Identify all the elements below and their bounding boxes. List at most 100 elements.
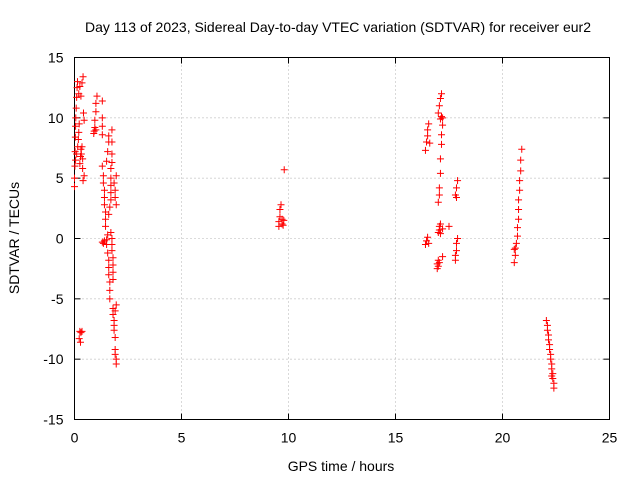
data-point-plus-marker <box>76 160 84 168</box>
data-point-plus-marker <box>80 116 88 124</box>
data-point-plus-marker <box>425 239 433 247</box>
data-point-plus-marker <box>77 92 85 100</box>
data-point-plus-marker <box>74 136 82 144</box>
data-point-plus-marker <box>515 206 523 214</box>
data-point-plus-marker <box>454 235 462 242</box>
data-point-plus-marker <box>98 238 106 246</box>
data-point-plus-marker <box>279 221 287 229</box>
data-point-plus-marker <box>515 215 523 223</box>
chart-title: Day 113 of 2023, Sidereal Day-to-day VTE… <box>85 19 591 35</box>
data-point-plus-marker <box>278 215 286 223</box>
data-point-plus-marker <box>513 224 521 232</box>
data-point-plus-marker <box>112 172 120 180</box>
data-point-plus-marker <box>79 73 87 81</box>
x-tick-label: 20 <box>495 430 511 446</box>
data-point-plus-marker <box>439 114 447 122</box>
x-tick-label: 15 <box>388 430 404 446</box>
data-point-plus-marker <box>543 326 551 334</box>
data-point-plus-marker <box>105 271 113 279</box>
data-point-plus-marker <box>98 131 106 139</box>
data-point-plus-marker <box>513 232 521 240</box>
data-point-plus-marker <box>112 301 120 309</box>
data-point-plus-marker <box>92 126 100 134</box>
y-tick-label: -15 <box>43 412 63 428</box>
data-point-plus-marker <box>452 239 460 247</box>
data-point-plus-marker <box>435 102 443 110</box>
data-point-plus-marker <box>105 132 113 140</box>
data-point-plus-marker <box>511 244 519 252</box>
data-point-plus-marker <box>545 336 553 344</box>
data-point-plus-marker <box>542 317 550 325</box>
data-point-plus-marker <box>452 247 460 255</box>
y-tick-label: 10 <box>48 110 64 126</box>
data-point-plus-marker <box>280 166 288 174</box>
data-point-plus-marker <box>421 241 429 249</box>
data-point-plus-marker <box>110 179 118 187</box>
data-point-plus-marker <box>99 239 107 247</box>
data-point-plus-marker <box>71 183 78 191</box>
data-point-plus-marker <box>100 201 108 209</box>
data-point-plus-marker <box>438 90 446 98</box>
data-point-plus-marker <box>76 338 84 346</box>
data-point-plus-marker <box>510 259 518 267</box>
data-point-plus-marker <box>111 307 119 315</box>
data-point-plus-marker <box>109 311 117 319</box>
x-tick-label: 5 <box>178 430 186 446</box>
data-point-plus-marker <box>106 203 114 211</box>
data-point-plus-marker <box>424 132 432 140</box>
data-point-plus-marker <box>276 206 284 214</box>
data-point-plus-marker <box>78 79 86 87</box>
data-point-plus-marker <box>99 172 107 180</box>
data-point-plus-marker <box>112 201 120 209</box>
data-point-plus-marker <box>78 143 86 151</box>
data-point-plus-marker <box>107 228 115 236</box>
data-point-plus-marker <box>71 174 78 182</box>
data-point-plus-marker <box>93 92 101 100</box>
data-point-plus-marker <box>106 295 114 303</box>
data-point-plus-marker <box>103 157 111 165</box>
data-point-plus-marker <box>438 113 446 121</box>
data-point-plus-marker <box>91 116 99 124</box>
y-axis-label: SDTVAR / TECUs <box>6 182 22 294</box>
data-point-plus-marker <box>424 233 432 241</box>
data-point-plus-marker <box>111 350 119 358</box>
data-point-plus-marker <box>73 78 81 86</box>
data-point-plus-marker <box>434 109 442 117</box>
data-point-plus-marker <box>76 82 84 90</box>
data-points <box>71 73 558 392</box>
x-tick-label: 0 <box>71 430 79 446</box>
data-point-plus-marker <box>548 365 556 373</box>
data-point-plus-marker <box>77 150 85 158</box>
data-point-plus-marker <box>109 268 117 276</box>
data-point-plus-marker <box>109 254 117 262</box>
y-tick-labels: -15 -10 -5 0 5 10 15 <box>43 50 63 428</box>
data-point-plus-marker <box>434 198 442 206</box>
data-point-plus-marker <box>454 177 462 185</box>
data-point-plus-marker <box>108 235 116 242</box>
data-point-plus-marker <box>107 196 115 204</box>
data-point-plus-marker <box>108 247 116 255</box>
data-point-plus-marker <box>426 139 434 147</box>
data-point-plus-marker <box>79 155 87 163</box>
data-point-plus-marker <box>436 95 444 103</box>
data-point-plus-marker <box>511 251 519 259</box>
data-point-plus-marker <box>436 220 444 228</box>
data-point-plus-marker <box>107 174 115 182</box>
data-point-plus-marker <box>111 186 119 194</box>
data-point-plus-marker <box>550 384 558 392</box>
y-tick-label: 0 <box>56 231 64 247</box>
data-point-plus-marker <box>424 126 432 134</box>
data-point-plus-marker <box>77 329 85 337</box>
data-point-plus-marker <box>439 225 447 233</box>
data-point-plus-marker <box>102 215 110 223</box>
data-point-plus-marker <box>421 146 429 154</box>
data-point-plus-marker <box>108 158 116 166</box>
data-point-plus-marker <box>434 256 442 264</box>
y-tick-label: 15 <box>48 50 64 66</box>
grid-lines <box>74 57 610 420</box>
data-point-plus-marker <box>79 177 87 185</box>
data-point-plus-marker <box>108 241 116 249</box>
x-axis-label: GPS time / hours <box>288 458 395 474</box>
